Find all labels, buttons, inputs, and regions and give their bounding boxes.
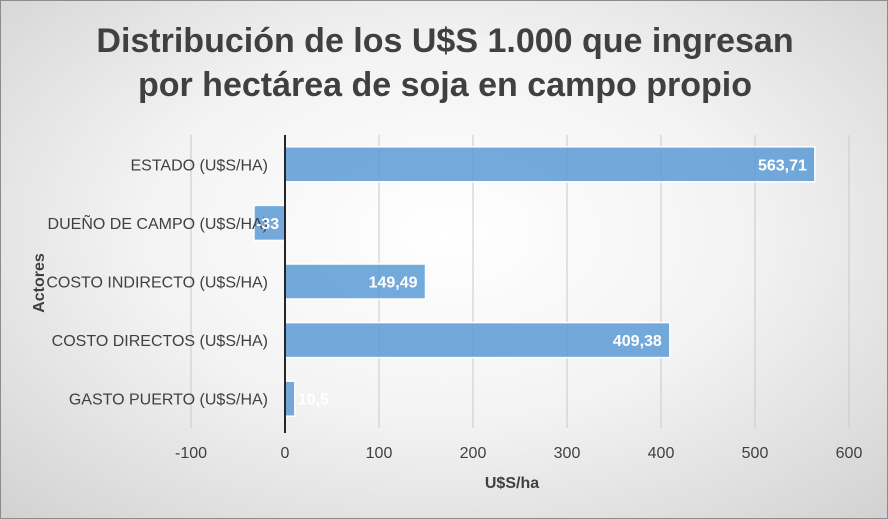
data-label: 10,5: [298, 392, 329, 409]
x-axis-title: U$S/ha: [485, 475, 539, 492]
bar: [284, 146, 816, 183]
category-label: GASTO PUERTO (U$S/HA): [69, 392, 268, 409]
data-label: 149,49: [369, 275, 418, 292]
data-labels: 563,71 -33 149,49 409,38 10,5: [256, 157, 807, 408]
x-tick-label: 500: [742, 445, 769, 462]
bars: [253, 146, 816, 417]
category-label: DUEÑO DE CAMPO (U$S/HA): [48, 213, 268, 233]
x-tick-label: 100: [366, 445, 393, 462]
category-label: ESTADO (U$S/HA): [131, 157, 269, 174]
x-tick-label: 200: [460, 445, 487, 462]
x-tick-label: 0: [281, 445, 290, 462]
bar: [253, 204, 286, 242]
data-label: 409,38: [613, 333, 662, 350]
y-axis-title: Actores: [31, 253, 48, 313]
chart-title: Distribución de los U$S 1.000 que ingres…: [1, 19, 888, 107]
chart-title-line-2: por hectárea de soja en campo propio: [137, 66, 753, 104]
category-label: COSTO INDIRECTO (U$S/HA): [46, 275, 268, 292]
x-tick-label: 600: [836, 445, 863, 462]
category-labels: ESTADO (U$S/HA) DUEÑO DE CAMPO (U$S/HA) CO…: [46, 157, 268, 408]
tick-labels: -100 0 100 200 300 400 500 600: [175, 445, 862, 462]
x-tick-label: 400: [648, 445, 675, 462]
category-label: COSTO DIRECTOS (U$S/HA): [52, 333, 268, 350]
x-tick-label: -100: [175, 445, 207, 462]
data-label: 563,71: [758, 157, 807, 174]
bar: [284, 380, 296, 417]
chart-title-line-1: Distribución de los U$S 1.000 que ingres…: [96, 22, 794, 60]
bar: [284, 321, 671, 359]
data-label: -33: [256, 216, 279, 233]
gridlines: [190, 135, 850, 428]
x-tick-label: 300: [554, 445, 581, 462]
